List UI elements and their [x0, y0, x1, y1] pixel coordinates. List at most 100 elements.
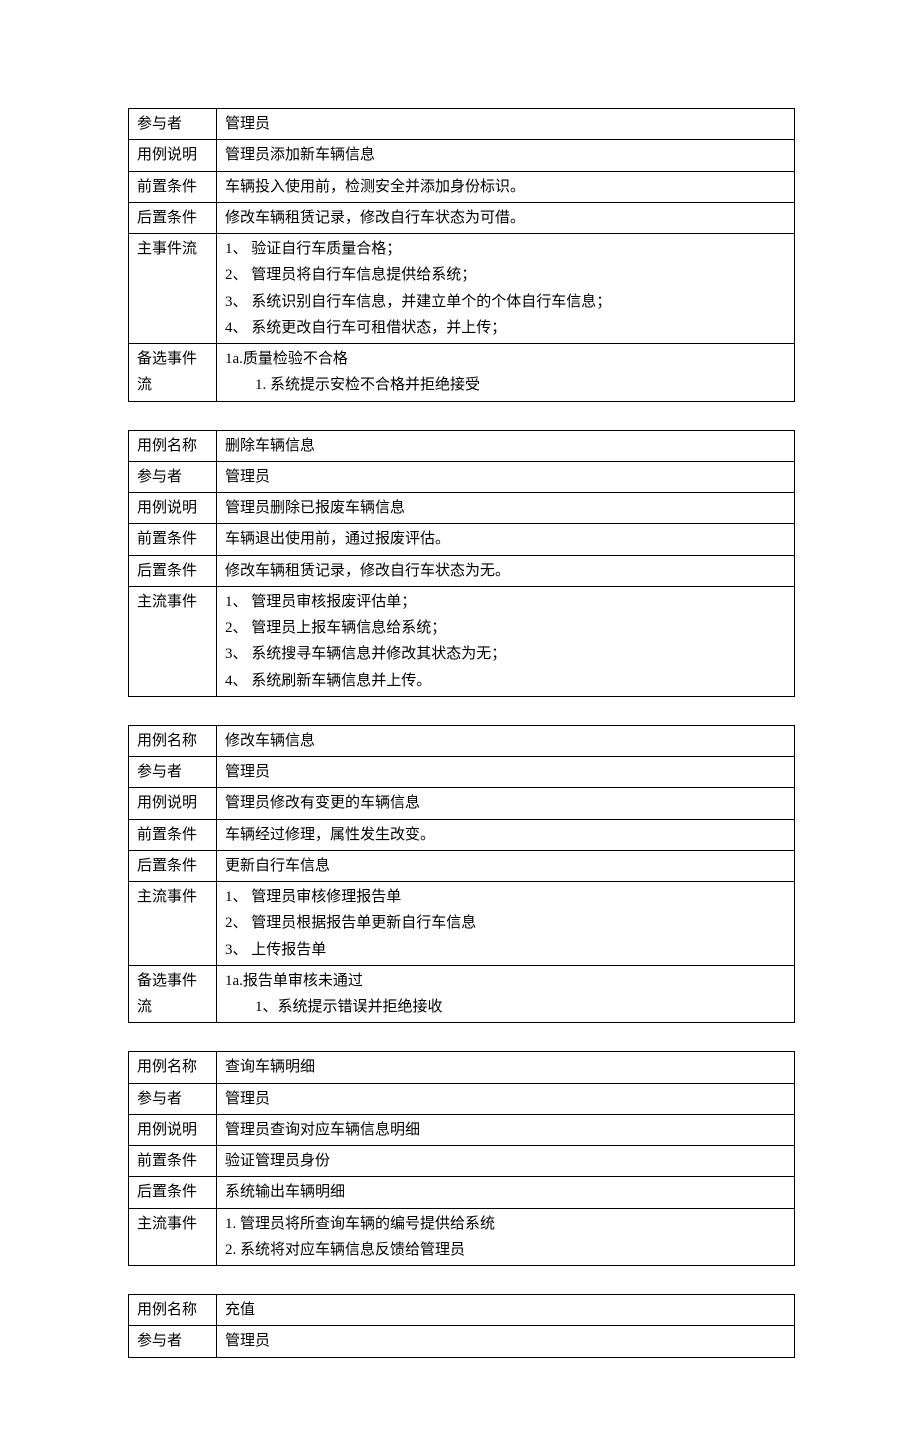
- row-content: 管理员: [217, 109, 795, 140]
- row-content: 修改车辆租赁记录，修改自行车状态为可借。: [217, 202, 795, 233]
- row-label: 用例说明: [129, 493, 217, 524]
- row-label: 参与者: [129, 757, 217, 788]
- content-line: 车辆退出使用前，通过报废评估。: [225, 526, 788, 552]
- content-line: 管理员: [225, 111, 788, 137]
- row-label: 前置条件: [129, 524, 217, 555]
- table-row: 参与者管理员: [129, 109, 795, 140]
- content-line: 1. 管理员将所查询车辆的编号提供给系统: [225, 1211, 788, 1237]
- content-line: 查询车辆明细: [225, 1054, 788, 1080]
- row-content: 车辆经过修理，属性发生改变。: [217, 819, 795, 850]
- content-line: 管理员: [225, 464, 788, 490]
- row-label: 后置条件: [129, 1177, 217, 1208]
- row-content: 验证管理员身份: [217, 1146, 795, 1177]
- content-line: 验证管理员身份: [225, 1148, 788, 1174]
- row-content: 系统输出车辆明细: [217, 1177, 795, 1208]
- content-line: 1a.质量检验不合格: [225, 346, 788, 372]
- content-line: 1、 验证自行车质量合格；: [225, 236, 788, 262]
- table-row: 用例名称删除车辆信息: [129, 430, 795, 461]
- row-label: 前置条件: [129, 171, 217, 202]
- content-line: 3、 上传报告单: [225, 937, 788, 963]
- content-line: 管理员: [225, 1328, 788, 1354]
- row-content: 修改车辆租赁记录，修改自行车状态为无。: [217, 555, 795, 586]
- table-row: 备选事件流1a.质量检验不合格1. 系统提示安检不合格并拒绝接受: [129, 344, 795, 402]
- table-row: 前置条件验证管理员身份: [129, 1146, 795, 1177]
- use-case-table: 用例名称修改车辆信息参与者管理员用例说明管理员修改有变更的车辆信息前置条件车辆经…: [128, 725, 795, 1024]
- row-content: 管理员添加新车辆信息: [217, 140, 795, 171]
- row-label: 备选事件流: [129, 965, 217, 1023]
- use-case-table: 参与者管理员用例说明管理员添加新车辆信息前置条件车辆投入使用前，检测安全并添加身…: [128, 108, 795, 402]
- content-line: 充值: [225, 1297, 788, 1323]
- row-label: 后置条件: [129, 202, 217, 233]
- row-content: 1、 验证自行车质量合格；2、 管理员将自行车信息提供给系统；3、 系统识别自行…: [217, 234, 795, 344]
- row-label: 参与者: [129, 1083, 217, 1114]
- content-line: 车辆经过修理，属性发生改变。: [225, 822, 788, 848]
- content-line: 车辆投入使用前，检测安全并添加身份标识。: [225, 174, 788, 200]
- row-content: 修改车辆信息: [217, 725, 795, 756]
- table-row: 后置条件修改车辆租赁记录，修改自行车状态为无。: [129, 555, 795, 586]
- table-row: 备选事件流 1a.报告单审核未通过1、系统提示错误并拒绝接收: [129, 965, 795, 1023]
- row-label: 后置条件: [129, 850, 217, 881]
- row-label: 用例说明: [129, 140, 217, 171]
- row-label: 用例名称: [129, 1295, 217, 1326]
- content-line: 修改车辆租赁记录，修改自行车状态为可借。: [225, 205, 788, 231]
- table-row: 参与者管理员: [129, 1083, 795, 1114]
- row-label: 用例名称: [129, 725, 217, 756]
- row-label: 前置条件: [129, 1146, 217, 1177]
- row-label: 用例说明: [129, 788, 217, 819]
- content-line: 1. 系统提示安检不合格并拒绝接受: [225, 372, 788, 398]
- table-row: 参与者管理员: [129, 757, 795, 788]
- document-body: 参与者管理员用例说明管理员添加新车辆信息前置条件车辆投入使用前，检测安全并添加身…: [128, 108, 795, 1358]
- table-row: 参与者管理员: [129, 1326, 795, 1357]
- row-content: 管理员: [217, 1083, 795, 1114]
- table-row: 用例说明管理员删除已报废车辆信息: [129, 493, 795, 524]
- row-label: 后置条件: [129, 555, 217, 586]
- content-line: 删除车辆信息: [225, 433, 788, 459]
- table-row: 前置条件车辆投入使用前，检测安全并添加身份标识。: [129, 171, 795, 202]
- row-content: 查询车辆明细: [217, 1052, 795, 1083]
- row-label: 前置条件: [129, 819, 217, 850]
- table-row: 主流事件1、 管理员审核修理报告单2、 管理员根据报告单更新自行车信息3、 上传…: [129, 882, 795, 966]
- content-line: 系统输出车辆明细: [225, 1179, 788, 1205]
- table-row: 用例名称查询车辆明细: [129, 1052, 795, 1083]
- content-line: 1a.报告单审核未通过: [225, 968, 788, 994]
- use-case-table: 用例名称充值参与者管理员: [128, 1294, 795, 1358]
- row-label: 主流事件: [129, 882, 217, 966]
- table-row: 前置条件车辆经过修理，属性发生改变。: [129, 819, 795, 850]
- content-line: 4、 系统刷新车辆信息并上传。: [225, 668, 788, 694]
- table-row: 主流事件1、 管理员审核报废评估单；2、 管理员上报车辆信息给系统；3、 系统搜…: [129, 586, 795, 696]
- row-content: 1、 管理员审核修理报告单2、 管理员根据报告单更新自行车信息3、 上传报告单: [217, 882, 795, 966]
- table-row: 用例名称修改车辆信息: [129, 725, 795, 756]
- row-content: 管理员: [217, 461, 795, 492]
- content-line: 1、系统提示错误并拒绝接收: [225, 994, 788, 1020]
- table-row: 主流事件1. 管理员将所查询车辆的编号提供给系统2. 系统将对应车辆信息反馈给管…: [129, 1208, 795, 1266]
- content-line: 管理员: [225, 759, 788, 785]
- row-label: 参与者: [129, 109, 217, 140]
- content-line: 修改车辆信息: [225, 728, 788, 754]
- table-row: 用例说明管理员查询对应车辆信息明细: [129, 1114, 795, 1145]
- table-row: 后置条件更新自行车信息: [129, 850, 795, 881]
- row-label: 主流事件: [129, 586, 217, 696]
- table-row: 后置条件修改车辆租赁记录，修改自行车状态为可借。: [129, 202, 795, 233]
- row-label: 用例名称: [129, 1052, 217, 1083]
- row-content: 管理员: [217, 1326, 795, 1357]
- content-line: 管理员修改有变更的车辆信息: [225, 790, 788, 816]
- row-label: 参与者: [129, 1326, 217, 1357]
- row-content: 更新自行车信息: [217, 850, 795, 881]
- row-content: 管理员: [217, 757, 795, 788]
- row-label: 主流事件: [129, 1208, 217, 1266]
- row-content: 管理员修改有变更的车辆信息: [217, 788, 795, 819]
- row-content: 1. 管理员将所查询车辆的编号提供给系统2. 系统将对应车辆信息反馈给管理员: [217, 1208, 795, 1266]
- row-label: 主事件流: [129, 234, 217, 344]
- row-content: 1、 管理员审核报废评估单；2、 管理员上报车辆信息给系统；3、 系统搜寻车辆信…: [217, 586, 795, 696]
- row-content: 1a.质量检验不合格1. 系统提示安检不合格并拒绝接受: [217, 344, 795, 402]
- row-label: 用例名称: [129, 430, 217, 461]
- content-line: 管理员删除已报废车辆信息: [225, 495, 788, 521]
- content-line: 4、 系统更改自行车可租借状态，并上传；: [225, 315, 788, 341]
- content-line: 2. 系统将对应车辆信息反馈给管理员: [225, 1237, 788, 1263]
- row-content: 管理员查询对应车辆信息明细: [217, 1114, 795, 1145]
- row-content: 车辆投入使用前，检测安全并添加身份标识。: [217, 171, 795, 202]
- content-line: 1、 管理员审核修理报告单: [225, 884, 788, 910]
- content-line: 1、 管理员审核报废评估单；: [225, 589, 788, 615]
- table-row: 用例说明管理员添加新车辆信息: [129, 140, 795, 171]
- row-label: 用例说明: [129, 1114, 217, 1145]
